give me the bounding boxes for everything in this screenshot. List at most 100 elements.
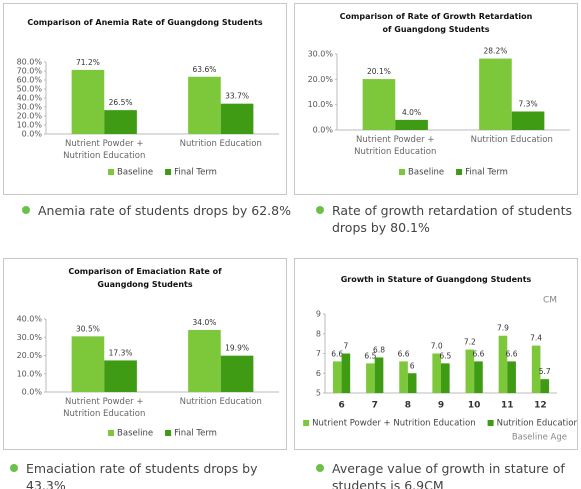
value-label: 6.6 [398, 349, 410, 358]
y-tick-label: 50.0% [17, 85, 43, 94]
chart: Comparison of Rate of Growth Retardation… [308, 12, 570, 178]
x-tick-label: 8 [405, 401, 411, 411]
unit-label: CM [543, 296, 557, 306]
x-tick-label-box: Nutrition Education [179, 397, 262, 407]
value-label: 4.0% [402, 108, 421, 117]
y-tick-label: 10.0% [17, 121, 43, 130]
bar [220, 355, 254, 392]
x-tick-label-box: Nutrient Powder + Nutrition Education [354, 135, 437, 157]
value-label: 26.5% [109, 98, 133, 107]
legend-swatch [399, 169, 406, 175]
bar [474, 361, 483, 393]
y-tick-label: 10.0% [17, 369, 43, 378]
value-label: 28.2% [484, 47, 508, 56]
bullet [10, 464, 18, 472]
value-label: 6 [410, 361, 415, 370]
y-tick-label: 30.0% [308, 50, 334, 59]
legend-swatch [165, 430, 172, 436]
bar [432, 353, 441, 393]
legend-label: Nutrient Powder + Nutrition Education [312, 419, 475, 429]
value-label: 6.6 [331, 349, 343, 358]
x-tick-label-box: Nutrition Education [179, 139, 262, 149]
value-label: 7.3% [519, 100, 538, 109]
legend-swatch [165, 169, 172, 175]
y-tick-label: 6 [316, 369, 321, 378]
chart: Comparison of Emaciation Rate of Guangdo… [17, 267, 279, 439]
x-tick-label: 9 [438, 401, 444, 411]
bar [407, 373, 417, 393]
bullet [316, 206, 324, 214]
legend-label: Baseline [117, 429, 153, 439]
bar [104, 110, 137, 134]
legend: Baseline Final Term [108, 168, 217, 178]
value-label: 71.2% [76, 58, 100, 67]
legend-label: Final Term [174, 429, 217, 439]
y-tick-label: 30.0% [17, 103, 43, 112]
y-tick-label: 80.0% [17, 58, 43, 67]
y-tick-label: 0.0% [22, 388, 43, 397]
bar [362, 79, 396, 130]
y-tick-label: 40.0% [17, 315, 43, 324]
value-label: 7.9 [497, 324, 509, 333]
chart-title-box: Comparison of Rate of Growth Retardation… [340, 12, 533, 34]
bar [479, 58, 512, 131]
bar [511, 111, 545, 130]
y-tick-label: 10.0% [308, 100, 334, 109]
caption: Anemia rate of students drops by 62.8% [22, 202, 300, 219]
y-tick-label: 8 [316, 329, 321, 338]
bar [441, 363, 450, 393]
legend-label: Baseline [408, 168, 444, 178]
x-tick-label: 6 [338, 401, 344, 411]
legend: Baseline Final Term [399, 168, 508, 178]
x-tick-label-box: Nutrient Powder + Nutrition Education [63, 397, 146, 419]
x-tick-label: Nutrient Powder + Nutrition Education [63, 397, 146, 419]
bar [399, 361, 408, 393]
value-label: 7.4 [530, 334, 542, 343]
legend-label: Final Term [174, 168, 217, 178]
y-tick-label: 30.0% [17, 333, 43, 342]
caption: Emaciation rate of students drops by 43.… [10, 460, 288, 489]
bar [498, 335, 508, 393]
chart: Comparison of Anemia Rate of Guangdong S… [17, 18, 279, 178]
legend-label: Final Term [465, 168, 508, 178]
value-label: 63.6% [193, 65, 217, 74]
y-tick-label: 20.0% [308, 75, 334, 84]
x-tick-label: Nutrition Education [179, 397, 262, 407]
x-tick-label: 11 [501, 401, 514, 411]
bar [341, 353, 351, 393]
chart-panel: Growth in Stature of Guangdong Students 5… [294, 258, 579, 450]
x-tick-label: Nutrition Education [179, 139, 262, 149]
value-label: 6.6 [506, 349, 518, 358]
bar [465, 349, 475, 393]
y-tick-label: 40.0% [17, 94, 43, 103]
caption-text: Emaciation rate of students drops by 43.… [26, 461, 258, 489]
caption-text: Anemia rate of students drops by 62.8% [38, 203, 291, 218]
value-label: 30.5% [76, 324, 100, 333]
legend: Baseline Final Term [108, 429, 217, 439]
value-label: 6.5 [439, 351, 451, 360]
chart: Growth in Stature of Guangdong Students 5… [303, 275, 579, 443]
y-tick-label: 7 [316, 349, 321, 358]
x-axis-label: Baseline Age [512, 433, 567, 443]
value-label: 7.2 [464, 338, 476, 347]
chart-title: Comparison of Anemia Rate of Guangdong S… [27, 18, 263, 27]
x-tick-label: Nutrient Powder + Nutrition Education [354, 135, 437, 157]
legend-swatch [108, 169, 115, 175]
bar [104, 360, 137, 392]
bar [531, 345, 541, 393]
chart-title-box: Comparison of Emaciation Rate of Guangdo… [68, 267, 222, 289]
value-label: 17.3% [109, 348, 133, 357]
bar [540, 379, 550, 393]
bar [220, 103, 254, 134]
chart-title: Comparison of Emaciation Rate of Guangdo… [68, 267, 222, 289]
legend: Nutrient Powder + Nutrition Education Nut… [303, 419, 579, 429]
x-tick-label-box: Nutrition Education [471, 135, 553, 145]
bar [374, 357, 384, 393]
x-tick-label: 10 [468, 401, 481, 411]
legend-label: Nutrition Education [497, 419, 577, 429]
bar [188, 329, 221, 392]
chart-panel: Comparison of Rate of Growth Retardation… [294, 3, 578, 195]
y-tick-label: 20.0% [17, 351, 43, 360]
value-label: 6.5 [364, 351, 376, 360]
